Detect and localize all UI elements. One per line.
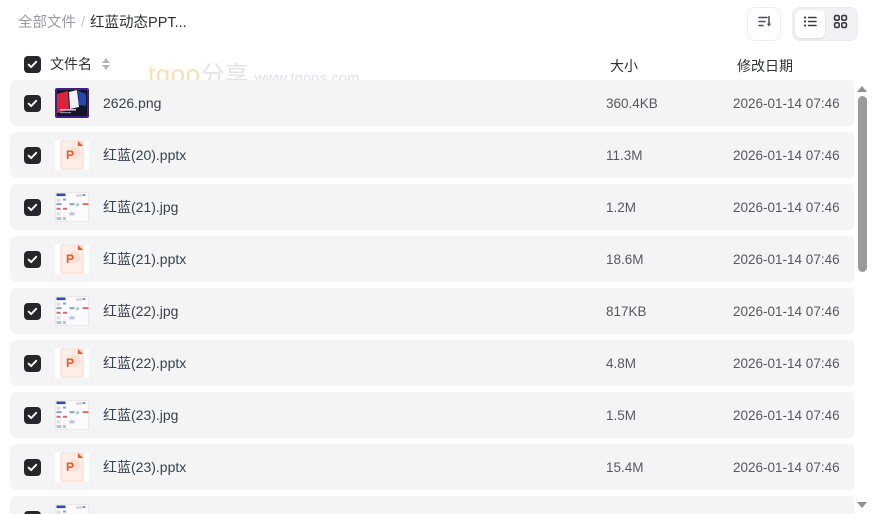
- row-checkbox[interactable]: [24, 302, 41, 320]
- column-header-size[interactable]: 大小: [610, 58, 638, 74]
- file-row[interactable]: 红蓝(23).jpg 1.5M 2026-01-14 07:46: [10, 392, 856, 438]
- row-checkbox[interactable]: [24, 146, 41, 164]
- column-header-row: 文件名: [0, 48, 874, 80]
- column-header-name[interactable]: 文件名: [24, 54, 110, 74]
- breadcrumb-separator: /: [81, 15, 86, 31]
- file-thumbnail: P: [55, 140, 89, 170]
- file-row[interactable]: 红蓝(21).jpg 1.2M 2026-01-14 07:46: [10, 184, 856, 230]
- row-checkbox[interactable]: [24, 510, 41, 514]
- caret-down-icon[interactable]: [857, 502, 867, 508]
- file-name[interactable]: 红蓝(22).pptx: [103, 355, 187, 371]
- file-row[interactable]: P 红蓝(21).pptx 18.6M 2026-01-14 07:46: [10, 236, 856, 282]
- list-view-button[interactable]: [795, 10, 825, 38]
- view-toggle-group: [792, 7, 858, 41]
- svg-text:P: P: [66, 356, 74, 370]
- file-row[interactable]: P 红蓝(20).pptx 11.3M 2026-01-14 07:46: [10, 132, 856, 178]
- file-size: 4.8M: [606, 355, 637, 371]
- svg-text:P: P: [66, 148, 74, 162]
- file-size: 1.2M: [606, 199, 637, 215]
- file-modified-date: 2026-01-14 07:46: [733, 199, 840, 215]
- row-checkbox[interactable]: [24, 458, 41, 476]
- file-list[interactable]: 2626.png 360.4KB 2026-01-14 07:46 P 红蓝(20).p…: [10, 80, 856, 514]
- file-name[interactable]: 2626.png: [103, 95, 162, 111]
- grid-view-button[interactable]: [825, 10, 855, 38]
- file-name[interactable]: 红蓝(21).jpg: [103, 199, 179, 215]
- file-thumbnail: [55, 400, 89, 430]
- file-row[interactable]: P 红蓝(23).pptx 15.4M 2026-01-14 07:46: [10, 444, 856, 490]
- select-all-checkbox[interactable]: [24, 55, 41, 73]
- column-header-name-label: 文件名: [50, 56, 92, 72]
- sort-descending-icon: [756, 13, 773, 35]
- row-checkbox[interactable]: [24, 198, 41, 216]
- file-modified-date: 2026-01-14 07:46: [733, 95, 840, 111]
- file-size: 817KB: [606, 303, 647, 319]
- file-modified-date: 2026-01-14 07:46: [733, 355, 840, 371]
- scrollbar-thumb[interactable]: [858, 96, 867, 272]
- file-name[interactable]: 红蓝(20).pptx: [103, 147, 187, 163]
- file-modified-date: 2026-01-14 07:46: [733, 303, 840, 319]
- grid-view-icon: [832, 13, 849, 35]
- file-thumbnail: [55, 192, 89, 222]
- file-row[interactable]: P 红蓝(22).pptx 4.8M 2026-01-14 07:46: [10, 340, 856, 386]
- svg-text:P: P: [66, 252, 74, 266]
- breadcrumb-current[interactable]: 红蓝动态PPT...: [90, 15, 187, 31]
- row-checkbox[interactable]: [24, 354, 41, 372]
- file-name[interactable]: 红蓝(21).pptx: [103, 251, 187, 267]
- toolbar: [747, 7, 858, 41]
- file-size: 360.4KB: [606, 95, 658, 111]
- row-checkbox[interactable]: [24, 94, 41, 112]
- breadcrumb: 全部文件 / 红蓝动态PPT...: [18, 13, 187, 33]
- file-modified-date: 2026-01-14 07:46: [733, 147, 840, 163]
- file-modified-date: 2026-01-14 07:46: [733, 459, 840, 475]
- file-name[interactable]: 红蓝(23).pptx: [103, 459, 187, 475]
- file-name[interactable]: 红蓝(23).jpg: [103, 407, 179, 423]
- file-size: 15.4M: [606, 459, 644, 475]
- breadcrumb-root-link[interactable]: 全部文件: [18, 15, 76, 31]
- file-thumbnail: P: [55, 452, 89, 482]
- file-thumbnail: P: [55, 348, 89, 378]
- vertical-scrollbar[interactable]: [854, 80, 870, 514]
- list-view-icon: [802, 13, 819, 35]
- file-row[interactable]: 红蓝(22).jpg 817KB 2026-01-14 07:46: [10, 288, 856, 334]
- file-name[interactable]: 红蓝(22).jpg: [103, 303, 179, 319]
- sort-button[interactable]: [747, 7, 781, 41]
- row-checkbox[interactable]: [24, 406, 41, 424]
- scrollbar-track[interactable]: [858, 96, 867, 498]
- top-bar: 全部文件 / 红蓝动态PPT...: [0, 0, 874, 48]
- caret-up-icon[interactable]: [857, 86, 867, 92]
- file-thumbnail: [55, 504, 89, 514]
- file-size: 11.3M: [606, 147, 643, 163]
- file-size: 1.5M: [606, 407, 637, 423]
- file-size: 18.6M: [606, 251, 644, 267]
- file-row[interactable]: 2626.png 360.4KB 2026-01-14 07:46: [10, 80, 856, 126]
- file-thumbnail: [55, 88, 89, 118]
- file-thumbnail: [55, 296, 89, 326]
- file-modified-date: 2026-01-14 07:46: [733, 251, 840, 267]
- file-thumbnail: P: [55, 244, 89, 274]
- sort-caret-icon[interactable]: [102, 58, 110, 70]
- svg-text:P: P: [66, 460, 74, 474]
- row-checkbox[interactable]: [24, 250, 41, 268]
- column-header-date[interactable]: 修改日期: [737, 58, 793, 74]
- file-row[interactable]: [10, 496, 856, 514]
- file-modified-date: 2026-01-14 07:46: [733, 407, 840, 423]
